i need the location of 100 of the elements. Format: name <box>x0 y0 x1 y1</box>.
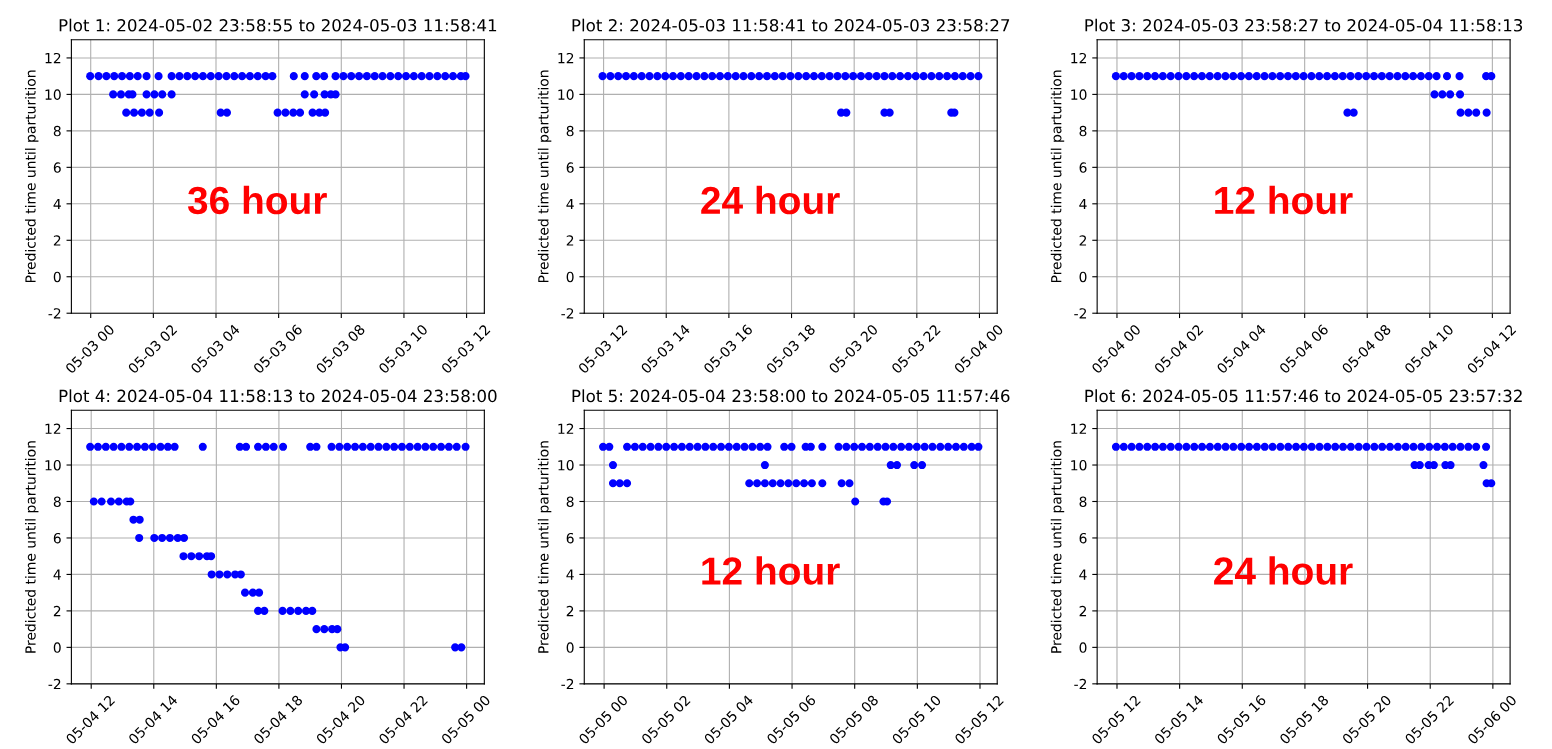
point <box>776 479 785 488</box>
y-tick-label: 8 <box>1079 496 1087 507</box>
y-tick-label: 6 <box>1079 162 1087 173</box>
point <box>1354 442 1363 451</box>
point <box>278 606 287 615</box>
point <box>1487 72 1496 81</box>
point <box>425 72 434 81</box>
point <box>1299 72 1308 81</box>
point <box>158 90 167 99</box>
point <box>1487 479 1496 488</box>
point <box>1166 442 1175 451</box>
point <box>662 442 671 451</box>
point <box>223 570 232 579</box>
y-tick-label: 8 <box>566 496 574 507</box>
point <box>1362 72 1371 81</box>
point <box>321 108 330 117</box>
point <box>892 460 902 470</box>
point <box>167 72 176 81</box>
point <box>605 442 614 451</box>
point <box>222 108 232 117</box>
point <box>296 108 305 117</box>
point <box>179 552 188 561</box>
point <box>1432 72 1441 81</box>
point <box>382 442 391 451</box>
point <box>787 442 796 451</box>
point <box>1315 442 1324 451</box>
point <box>1260 442 1269 451</box>
point <box>1276 72 1285 81</box>
point <box>137 108 146 117</box>
point <box>158 533 167 543</box>
point <box>114 497 123 506</box>
point <box>740 442 749 451</box>
point <box>1338 442 1348 451</box>
point <box>717 442 726 451</box>
point <box>834 442 843 451</box>
point <box>331 72 340 81</box>
point <box>206 72 215 81</box>
point <box>333 625 342 634</box>
point <box>1135 72 1144 81</box>
point <box>912 442 921 451</box>
point <box>1440 442 1449 451</box>
point <box>881 442 890 451</box>
point <box>179 533 189 543</box>
y-tick-label: 2 <box>1079 235 1087 246</box>
chart-title: Plot 6: 2024-05-05 11:57:46 to 2024-05-05 23:57:32 <box>1085 389 1522 403</box>
point <box>1323 442 1332 451</box>
point <box>279 442 288 451</box>
point <box>1438 90 1447 99</box>
point <box>1378 442 1387 451</box>
chart-title: Plot 2: 2024-05-03 11:58:41 to 2024-05-03 23:58:27 <box>572 18 1010 32</box>
point <box>327 442 336 451</box>
point <box>928 442 937 451</box>
point <box>370 72 379 81</box>
y-tick-label: 8 <box>566 125 574 137</box>
point <box>320 625 329 634</box>
y-tick-label: 10 <box>558 459 574 471</box>
point <box>1393 72 1402 81</box>
y-tick-label: 8 <box>53 125 61 137</box>
point <box>260 606 269 615</box>
point <box>101 442 110 451</box>
point <box>106 497 116 506</box>
point <box>974 442 983 451</box>
point <box>599 442 608 451</box>
point <box>286 606 295 615</box>
point <box>818 442 827 451</box>
y-tick-label: 4 <box>1079 569 1087 580</box>
point <box>255 588 264 597</box>
point <box>86 442 95 451</box>
point <box>1409 72 1418 81</box>
point <box>1369 72 1379 81</box>
y-tick-label: 10 <box>45 89 61 100</box>
y-tick-label: 4 <box>1079 198 1087 210</box>
point <box>1409 442 1418 451</box>
point <box>1198 442 1207 451</box>
point <box>110 72 119 81</box>
annotation: 24 hour <box>701 185 840 215</box>
y-tick-label: 0 <box>53 271 61 283</box>
annotation: 12 hour <box>702 556 840 585</box>
annotation: 12 hour <box>1215 185 1353 215</box>
point <box>1456 108 1465 117</box>
point <box>457 643 466 652</box>
point <box>677 442 686 451</box>
point <box>1190 72 1199 81</box>
point <box>437 442 446 451</box>
point <box>140 442 149 451</box>
y-tick-label: 4 <box>566 569 574 580</box>
point <box>1268 442 1277 451</box>
point <box>245 72 254 81</box>
point <box>191 72 200 81</box>
point <box>358 442 367 451</box>
y-tick-label: 2 <box>566 235 574 246</box>
point <box>1307 72 1316 81</box>
point <box>421 442 430 451</box>
point <box>339 72 348 81</box>
y-tick-label: 4 <box>53 569 61 580</box>
point <box>148 442 157 451</box>
point <box>150 533 159 543</box>
y-tick-label: 10 <box>1071 459 1087 471</box>
point <box>1229 442 1238 451</box>
point <box>685 442 694 451</box>
